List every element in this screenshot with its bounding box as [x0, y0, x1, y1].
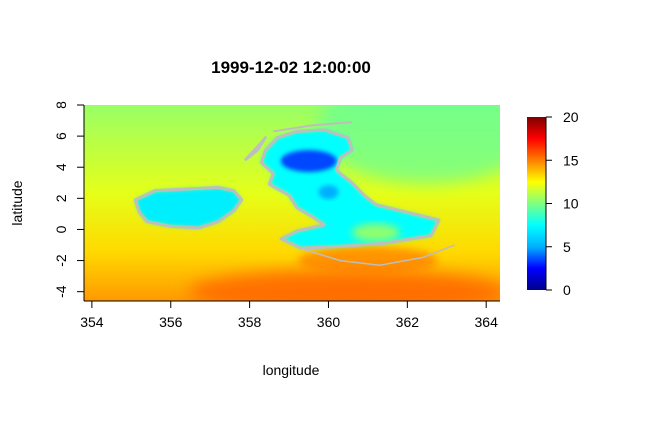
- x-tick-label: 354: [80, 314, 104, 330]
- y-tick-label: 4: [53, 163, 69, 171]
- colorbar-tick-label: 15: [563, 152, 579, 168]
- y-tick-label: 0: [53, 225, 69, 233]
- ocean-northeast-patch: [317, 105, 500, 184]
- north-coast-missing: [273, 121, 353, 133]
- y-tick-label: 8: [53, 101, 69, 109]
- ocean-south-patch: [188, 269, 500, 301]
- southeast-england-mild: [351, 223, 400, 242]
- britain-coast-missing: [259, 128, 441, 250]
- colorbar-gradient: [527, 117, 546, 290]
- missing-data-outline: [133, 121, 455, 266]
- heatmap-field: [84, 105, 500, 301]
- channel-patch: [297, 246, 438, 275]
- y-axis-label: latitude: [9, 180, 25, 225]
- ireland-coast-missing: [133, 185, 244, 230]
- land-field: [135, 129, 439, 249]
- x-axis-label: longitude: [263, 362, 320, 378]
- hebrides-coast-missing: [244, 136, 267, 161]
- colorbar-tick-label: 10: [563, 196, 579, 212]
- ireland-land: [135, 187, 242, 228]
- y-tick-label: 2: [53, 194, 69, 202]
- y-tick-label: -2: [53, 254, 69, 267]
- y-tick-label: 6: [53, 132, 69, 140]
- axes: 354 356 358 360 362 364 -4 -2 0 2 4 6 8: [53, 101, 500, 330]
- x-tick-label: 360: [317, 314, 341, 330]
- colorbar-tick-label: 5: [563, 239, 571, 255]
- pennines-cold: [318, 185, 339, 200]
- y-tick-label: -4: [53, 285, 69, 298]
- chart-title: 1999-12-02 12:00:00: [211, 58, 371, 77]
- colorbar: 0 5 10 15 20: [527, 109, 579, 298]
- x-tick-label: 364: [475, 314, 499, 330]
- colorbar-tick-label: 20: [563, 109, 579, 125]
- x-tick-label: 362: [396, 314, 420, 330]
- continent-coast-missing: [304, 244, 455, 266]
- x-tick-label: 358: [238, 314, 262, 330]
- scotland-highlands-cold: [280, 150, 337, 172]
- x-tick-label: 356: [159, 314, 183, 330]
- colorbar-tick-label: 0: [563, 282, 571, 298]
